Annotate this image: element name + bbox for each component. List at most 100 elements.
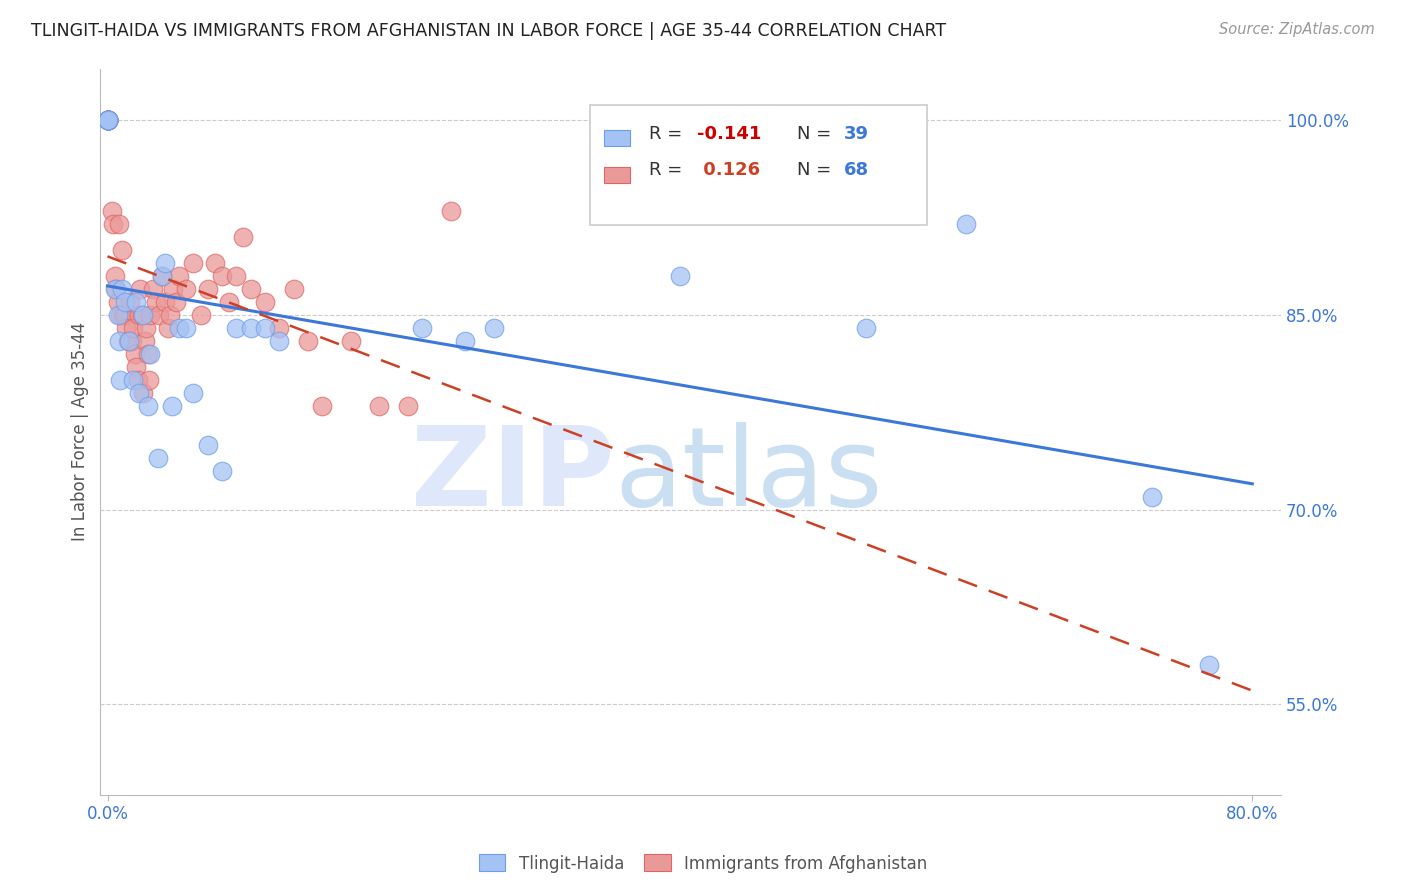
Point xyxy=(115,321,138,335)
Point xyxy=(139,308,162,322)
Point xyxy=(174,282,197,296)
Point xyxy=(269,334,291,348)
Point xyxy=(131,308,153,322)
Point xyxy=(114,308,136,322)
Point xyxy=(136,399,159,413)
Point xyxy=(146,450,169,465)
Point xyxy=(368,399,391,413)
Text: R =: R = xyxy=(650,125,689,143)
Point xyxy=(239,321,262,335)
Point xyxy=(148,308,170,322)
Point xyxy=(128,308,150,322)
Point xyxy=(211,464,233,478)
Point xyxy=(104,282,127,296)
Point xyxy=(121,334,143,348)
Text: 39: 39 xyxy=(844,125,869,143)
Point xyxy=(150,269,173,284)
Point xyxy=(104,269,127,284)
Point xyxy=(96,113,118,128)
Point xyxy=(96,113,118,128)
Point xyxy=(197,282,219,296)
Point xyxy=(127,373,149,387)
Point xyxy=(190,308,212,322)
Point xyxy=(139,347,162,361)
Point xyxy=(96,113,118,128)
Point xyxy=(96,113,118,128)
Point xyxy=(156,321,179,335)
Point xyxy=(118,334,141,348)
Point xyxy=(165,295,187,310)
Point xyxy=(145,295,167,310)
Point xyxy=(134,334,156,348)
Point xyxy=(138,373,160,387)
Point xyxy=(110,308,132,322)
Text: N =: N = xyxy=(797,125,837,143)
Point xyxy=(167,269,190,284)
Point xyxy=(167,321,190,335)
Point xyxy=(204,256,226,270)
Text: Source: ZipAtlas.com: Source: ZipAtlas.com xyxy=(1219,22,1375,37)
Point xyxy=(283,282,305,296)
Point xyxy=(112,308,135,322)
Point xyxy=(117,334,139,348)
Point xyxy=(132,385,155,400)
Point xyxy=(253,321,276,335)
Point xyxy=(96,113,118,128)
Point xyxy=(135,321,157,335)
Point xyxy=(107,295,129,310)
Point xyxy=(96,113,118,128)
Point xyxy=(454,334,477,348)
Point xyxy=(101,204,124,219)
Bar xyxy=(605,167,630,183)
Point xyxy=(118,334,141,348)
Point xyxy=(482,321,505,335)
Point xyxy=(125,295,148,310)
Point xyxy=(669,269,692,284)
Point xyxy=(239,282,262,296)
Point xyxy=(108,334,131,348)
Point xyxy=(96,113,118,128)
Point xyxy=(311,399,333,413)
Point xyxy=(225,321,247,335)
Text: 0.126: 0.126 xyxy=(696,161,759,179)
Point xyxy=(108,217,131,231)
Point xyxy=(855,321,877,335)
Point xyxy=(1140,490,1163,504)
Point xyxy=(211,269,233,284)
Point xyxy=(111,282,134,296)
Point xyxy=(162,282,184,296)
Point xyxy=(129,282,152,296)
Point xyxy=(411,321,433,335)
Point xyxy=(110,373,132,387)
Point xyxy=(96,113,118,128)
Point xyxy=(96,113,118,128)
Point xyxy=(159,308,181,322)
Point xyxy=(183,256,205,270)
Point xyxy=(124,347,146,361)
Point xyxy=(142,282,165,296)
Point xyxy=(955,217,977,231)
FancyBboxPatch shape xyxy=(591,105,927,225)
Point xyxy=(122,373,145,387)
Point xyxy=(128,385,150,400)
Point xyxy=(1198,658,1220,673)
Point xyxy=(253,295,276,310)
Point xyxy=(396,399,419,413)
Point xyxy=(103,217,125,231)
Point xyxy=(269,321,291,335)
Point xyxy=(96,113,118,128)
Point xyxy=(96,113,118,128)
Point xyxy=(150,269,173,284)
Point xyxy=(96,113,118,128)
Text: R =: R = xyxy=(650,161,689,179)
Point xyxy=(440,204,463,219)
Point xyxy=(218,295,240,310)
Point xyxy=(160,399,183,413)
Point xyxy=(132,308,155,322)
Bar xyxy=(605,130,630,146)
Point xyxy=(96,113,118,128)
Text: ZIP: ZIP xyxy=(411,422,614,529)
Point xyxy=(339,334,361,348)
Point xyxy=(136,347,159,361)
Point xyxy=(107,308,129,322)
